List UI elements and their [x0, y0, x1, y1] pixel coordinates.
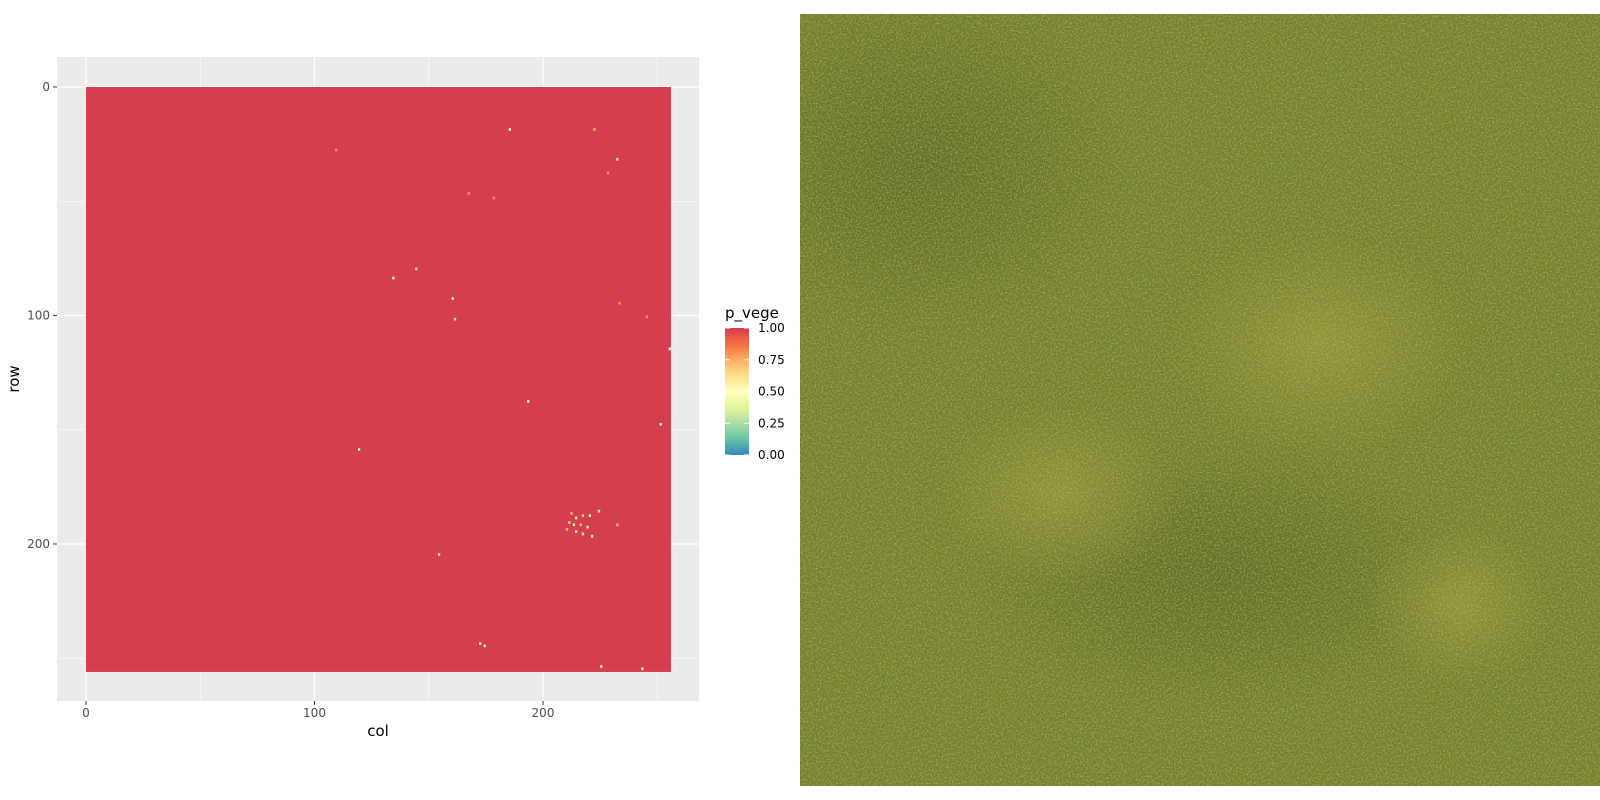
legend-label: 0.50 — [758, 385, 785, 399]
heatmap-cell — [593, 128, 596, 131]
heatmap-cell — [572, 523, 575, 527]
heatmap-cell — [590, 534, 594, 538]
heatmap-cell — [437, 553, 441, 556]
y-tick-label: 200 — [27, 537, 50, 551]
heatmap-cell — [479, 642, 482, 645]
heatmap-cell — [581, 532, 585, 536]
legend-title: p_vege — [725, 304, 779, 323]
heatmap-cell — [492, 196, 496, 200]
heatmap-cell — [451, 297, 454, 300]
heatmap-background-cells — [86, 87, 671, 672]
heatmap-cell — [570, 512, 573, 515]
heatmap-cell — [659, 422, 662, 426]
heatmap-cell — [581, 514, 585, 518]
legend: p_vege 1.00 0.75 0.50 0.25 0.00 — [725, 304, 785, 462]
legend-label: 0.00 — [758, 448, 785, 462]
x-tick-label: 200 — [532, 706, 555, 720]
heatmap-cell — [641, 667, 644, 671]
heatmap-cell — [600, 665, 603, 668]
heatmap-cell — [483, 644, 486, 648]
heatmap-cell — [508, 128, 512, 131]
legend-label: 1.00 — [758, 321, 785, 335]
y-axis-title: row — [5, 365, 23, 392]
heatmap-cell — [335, 148, 338, 152]
heatmap-cell — [357, 448, 361, 451]
heatmap-cell — [616, 523, 619, 527]
heatmap-cell — [415, 267, 418, 271]
heatmap-cell — [668, 347, 671, 351]
heatmap-cell — [527, 400, 530, 403]
heatmap-cell — [453, 317, 457, 321]
heatmap-cell — [588, 514, 591, 518]
aerial-vegetation-photo — [800, 14, 1600, 786]
heatmap-cell — [574, 516, 578, 520]
heatmap-cell — [645, 315, 649, 319]
y-tick-label: 100 — [27, 309, 50, 323]
x-tick-label: 100 — [303, 706, 326, 720]
heatmap-cell — [606, 171, 610, 175]
x-tick-label: 0 — [82, 706, 90, 720]
legend-labels: 1.00 0.75 0.50 0.25 0.00 — [725, 321, 785, 462]
heatmap-cell — [597, 509, 601, 513]
heatmap-cell — [574, 530, 578, 534]
x-axis-title: col — [367, 722, 389, 740]
legend-label: 0.75 — [758, 353, 785, 367]
legend-label: 0.25 — [758, 416, 785, 430]
heatmap-cell — [568, 521, 571, 524]
y-tick-label: 0 — [42, 80, 50, 94]
grass-texture-image — [800, 14, 1600, 786]
heatmap-cell — [586, 525, 589, 529]
axes: 0 100 200 0 100 200 — [27, 80, 554, 720]
heatmap-cell — [616, 157, 619, 161]
heatmap-chart: 0 100 200 0 100 200 col row p_vege 1.00 0.75 0.… — [5, 57, 785, 740]
heatmap-cell — [565, 528, 569, 531]
heatmap-cell — [618, 301, 621, 305]
heatmap-cell — [579, 523, 582, 527]
heatmap-cells — [86, 87, 671, 672]
heatmap-cell — [392, 276, 395, 280]
heatmap-cell — [467, 192, 470, 195]
